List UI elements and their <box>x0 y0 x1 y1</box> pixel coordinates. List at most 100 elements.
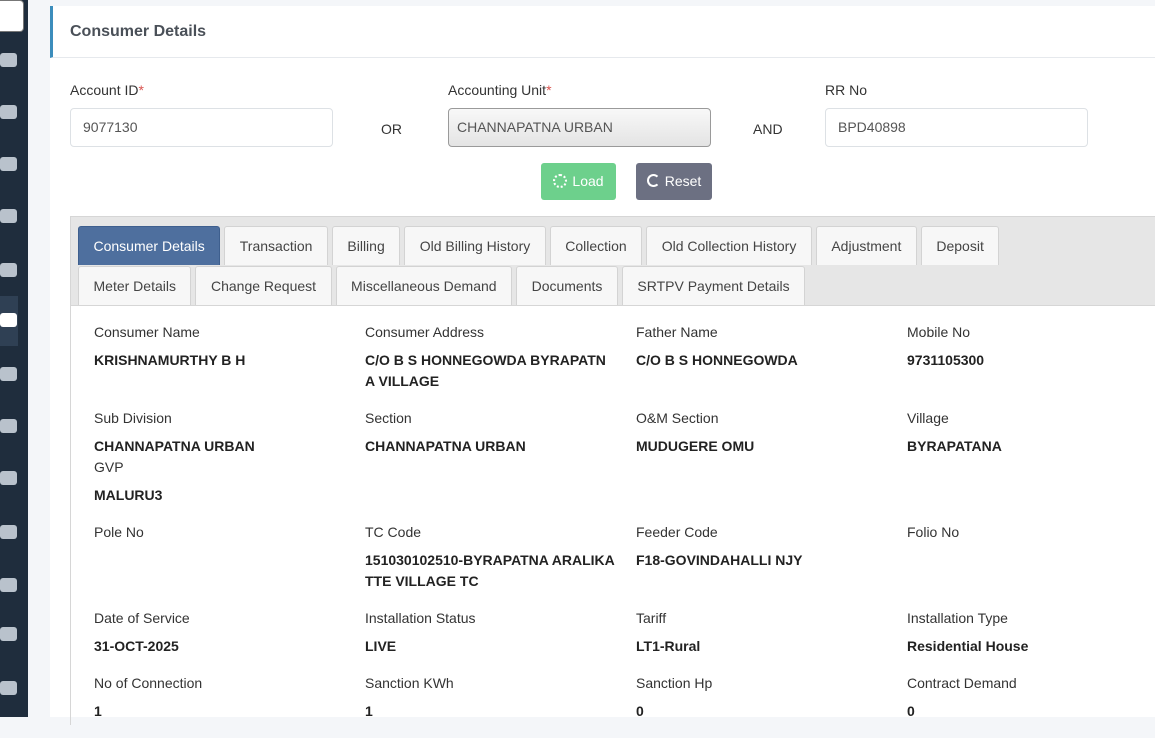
spinner-icon <box>553 174 568 188</box>
button-text: Load <box>572 173 604 189</box>
accounting-unit-select[interactable]: CHANNAPATNA URBAN <box>448 108 711 147</box>
tab-list: Consumer Details Transaction Billing Old Bi… <box>78 226 1100 305</box>
field-label: Folio No <box>907 524 960 540</box>
menu-icon[interactable] <box>0 53 17 67</box>
panel-header: Consumer Details <box>50 6 1155 58</box>
field-label: Sub Division <box>94 410 172 426</box>
field-cell: Installation Status LIVE <box>365 608 636 657</box>
field-label: Account ID* <box>70 82 144 98</box>
tab[interactable]: Collection <box>549 226 643 265</box>
tab[interactable]: Meter Details <box>78 266 192 305</box>
field-cell: Pole No <box>94 522 365 592</box>
tab[interactable]: Adjustment <box>815 226 917 265</box>
field-label: Sanction Hp <box>636 675 713 691</box>
field-cell: Date of Service 31-OCT-2025 <box>94 608 365 657</box>
field-cell: Tariff LT1-Rural <box>636 608 907 657</box>
menu-icon[interactable] <box>0 209 17 223</box>
rr-no-input[interactable]: BPD40898 <box>825 108 1088 147</box>
page-title: Consumer Details <box>70 23 207 40</box>
menu-icon[interactable] <box>0 471 17 485</box>
field-value: CHANNAPATNA URBAN <box>94 438 255 454</box>
tab[interactable]: Old Billing History <box>404 226 546 265</box>
tab[interactable]: Documents <box>516 266 618 305</box>
load-button[interactable]: Load <box>541 163 616 200</box>
menu-icon[interactable] <box>0 157 17 171</box>
field-value: LIVE <box>365 638 397 654</box>
field-cell: Mobile No 9731105300 <box>907 322 1155 392</box>
menu-icon[interactable] <box>0 627 17 641</box>
tab[interactable]: Consumer Details <box>78 226 221 265</box>
field-cell: Sub Division CHANNAPATNA URBAN GVP MALURU3 <box>94 408 365 506</box>
refresh-icon <box>646 174 660 187</box>
tab-bar: Consumer Details Transaction Billing Old Bi… <box>70 216 1155 306</box>
sidebar <box>0 0 28 717</box>
menu-icon[interactable] <box>0 578 17 592</box>
tab[interactable]: Miscellaneous Demand <box>335 266 513 305</box>
field-label: Installation Type <box>907 610 1008 626</box>
tab[interactable]: Transaction <box>224 226 328 265</box>
main-panel: Consumer Details Account ID* 9077130 OR … <box>50 6 1155 725</box>
field-label: Installation Status <box>365 610 476 626</box>
field-value: LT1-Rural <box>636 638 701 654</box>
menu-icon[interactable] <box>0 105 17 119</box>
field-cell: Section CHANNAPATNA URBAN <box>365 408 636 506</box>
field-label: O&M Section <box>636 410 719 426</box>
field-value: C/O B S HONNEGOWDA <box>636 352 798 368</box>
and-text: AND <box>753 121 783 137</box>
menu-icon[interactable] <box>0 313 17 327</box>
field-label: Date of Service <box>94 610 190 626</box>
field-value: 0 <box>907 703 915 719</box>
field-value: 1 <box>365 703 373 719</box>
field-cell: Feeder Code F18-GOVINDAHALLI NJY <box>636 522 907 592</box>
field-value: KRISHNAMURTHY B H <box>94 352 246 368</box>
field-value: 31-OCT-2025 <box>94 638 179 654</box>
label-text: Accounting Unit <box>448 82 547 98</box>
field-label: Mobile No <box>907 324 971 340</box>
details-grid: Consumer Name KRISHNAMURTHY B H Consumer A… <box>94 322 1155 738</box>
required-mark: * <box>546 82 552 98</box>
tab[interactable]: Deposit <box>920 226 1000 265</box>
field-value: 151030102510-BYRAPATNA ARALIKATTE VILLAG… <box>365 552 615 589</box>
tab[interactable]: Change Request <box>195 266 332 305</box>
menu-icon[interactable] <box>0 419 17 433</box>
tab[interactable]: SRTPV Payment Details <box>621 266 806 305</box>
menu-icon[interactable] <box>0 367 17 381</box>
menu-icon[interactable] <box>0 681 17 695</box>
field-value: BYRAPATANA <box>907 438 1002 454</box>
field-label: Contract Demand <box>907 675 1017 691</box>
field-cell: TC Code 151030102510-BYRAPATNA ARALIKATTE… <box>365 522 636 592</box>
account-id-input[interactable]: 9077130 <box>70 108 333 147</box>
field-value: Residential House <box>907 638 1029 654</box>
field-cell: O&M Section MUDUGERE OMU <box>636 408 907 506</box>
field-cell: Consumer Name KRISHNAMURTHY B H <box>94 322 365 392</box>
field-value <box>94 550 344 571</box>
search-box[interactable] <box>0 0 24 32</box>
field-label: Father Name <box>636 324 718 340</box>
field-label: Accounting Unit* <box>448 82 552 98</box>
field-cell: Consumer Address C/O B S HONNEGOWDA BYRAP… <box>365 322 636 392</box>
field-label: Consumer Address <box>365 324 485 340</box>
field-cell: Father Name C/O B S HONNEGOWDA <box>636 322 907 392</box>
field-value: 0 <box>636 703 644 719</box>
reset-button[interactable]: Reset <box>636 163 712 200</box>
field-value <box>907 550 1155 571</box>
label-text: Account ID <box>70 82 139 98</box>
menu-icon[interactable] <box>0 525 17 539</box>
menu-icon[interactable] <box>0 263 17 277</box>
field-cell: Sanction KWh 1 <box>365 673 636 722</box>
field-value: 9731105300 <box>907 352 985 368</box>
field-value: C/O B S HONNEGOWDA BYRAPATNA VILLAGE <box>365 352 606 389</box>
field-cell: No of Connection 1 <box>94 673 365 722</box>
field-cell: Sanction Hp 0 <box>636 673 907 722</box>
field-value: CHANNAPATNA URBAN <box>365 438 526 454</box>
or-text: OR <box>381 121 402 137</box>
button-text: Reset <box>664 173 702 189</box>
tab[interactable]: Billing <box>331 226 401 265</box>
tab-content <box>70 305 1155 725</box>
field-value: F18-GOVINDAHALLI NJY <box>636 552 803 568</box>
field-cell: Folio No <box>907 522 1155 592</box>
field-value: 1 <box>94 703 102 719</box>
tab[interactable]: Old Collection History <box>646 226 812 265</box>
field-value: MALURU3 <box>94 487 163 503</box>
